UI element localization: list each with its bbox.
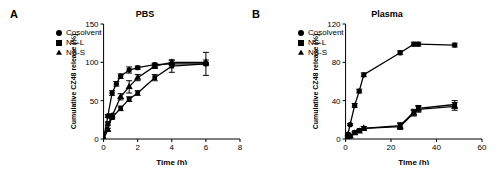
svg-text:120: 120 <box>327 20 341 29</box>
svg-text:Cumulative CZ48 release (%): Cumulative CZ48 release (%) <box>312 34 320 130</box>
svg-text:60: 60 <box>478 143 487 152</box>
svg-text:0: 0 <box>94 135 99 144</box>
svg-text:Time (h): Time (h) <box>156 158 187 165</box>
svg-text:40: 40 <box>432 143 441 152</box>
svg-text:6: 6 <box>204 143 209 152</box>
svg-text:20: 20 <box>387 143 396 152</box>
svg-text:100: 100 <box>85 58 99 67</box>
svg-text:4: 4 <box>170 143 175 152</box>
svg-text:0: 0 <box>343 143 348 152</box>
svg-text:Time (h): Time (h) <box>398 158 429 165</box>
svg-text:40: 40 <box>332 97 341 106</box>
svg-text:80: 80 <box>332 58 341 67</box>
svg-text:8: 8 <box>238 143 243 152</box>
svg-text:150: 150 <box>85 20 99 29</box>
svg-text:50: 50 <box>90 97 99 106</box>
svg-text:2: 2 <box>135 143 140 152</box>
svg-text:0: 0 <box>101 143 106 152</box>
svg-text:Cumulative CZ48 release (%): Cumulative CZ48 release (%) <box>70 34 78 130</box>
svg-text:0: 0 <box>336 135 341 144</box>
